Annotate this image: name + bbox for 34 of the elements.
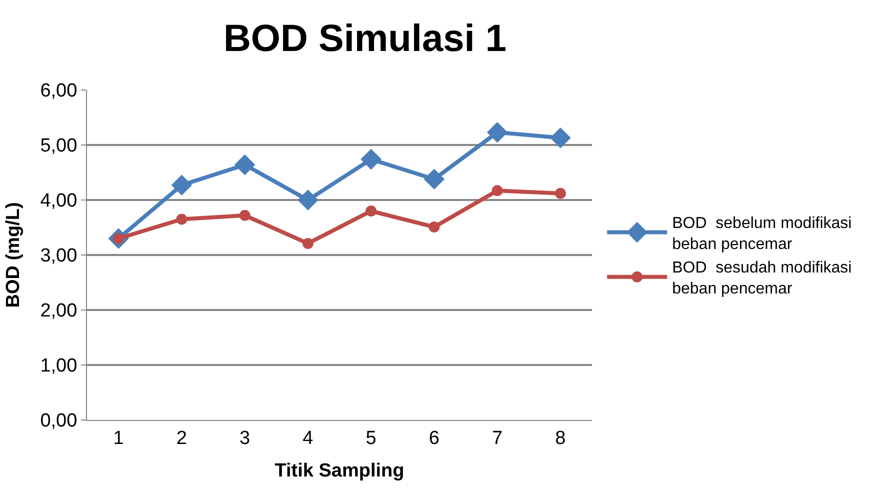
- x-tick-label: 2: [176, 428, 187, 449]
- chart-title: BOD Simulasi 1: [223, 18, 506, 60]
- point: [239, 210, 250, 221]
- y-tick-label: 0,00: [40, 410, 78, 432]
- y-tick-label: 5,00: [40, 136, 78, 157]
- y-tick-label: 3,00: [40, 246, 78, 267]
- y-tick-label: 4,00: [40, 190, 78, 212]
- x-axis-title: Titik Sampling: [274, 460, 404, 482]
- legend-label: BOD sebelum modifikasi beban pencemar: [672, 215, 852, 253]
- x-tick-label: 5: [366, 428, 376, 449]
- x-tick-label: 6: [428, 428, 440, 449]
- point: [366, 206, 377, 216]
- point: [234, 154, 256, 176]
- point: [492, 185, 503, 196]
- point: [298, 190, 318, 210]
- point: [428, 221, 440, 232]
- point: [554, 188, 566, 199]
- y-tick-label: 6,00: [40, 80, 78, 102]
- legend-label: BOD sesudah modifikasi beban pencemar: [672, 260, 852, 298]
- point: [550, 127, 571, 148]
- point: [360, 148, 382, 170]
- x-tick-label: 7: [492, 428, 503, 449]
- point: [424, 168, 445, 190]
- point: [486, 122, 508, 143]
- y-axis-title: BOD (mg/L): [3, 202, 24, 308]
- x-tick-label: 8: [555, 428, 566, 449]
- x-tick-label: 4: [302, 428, 314, 449]
- point: [176, 214, 188, 225]
- y-tick-label: 2,00: [40, 300, 78, 322]
- x-tick-label: 3: [240, 428, 250, 449]
- x-tick-label: 1: [113, 428, 124, 449]
- y-tick-label: 1,00: [40, 356, 78, 377]
- point: [302, 238, 314, 249]
- point: [171, 174, 192, 196]
